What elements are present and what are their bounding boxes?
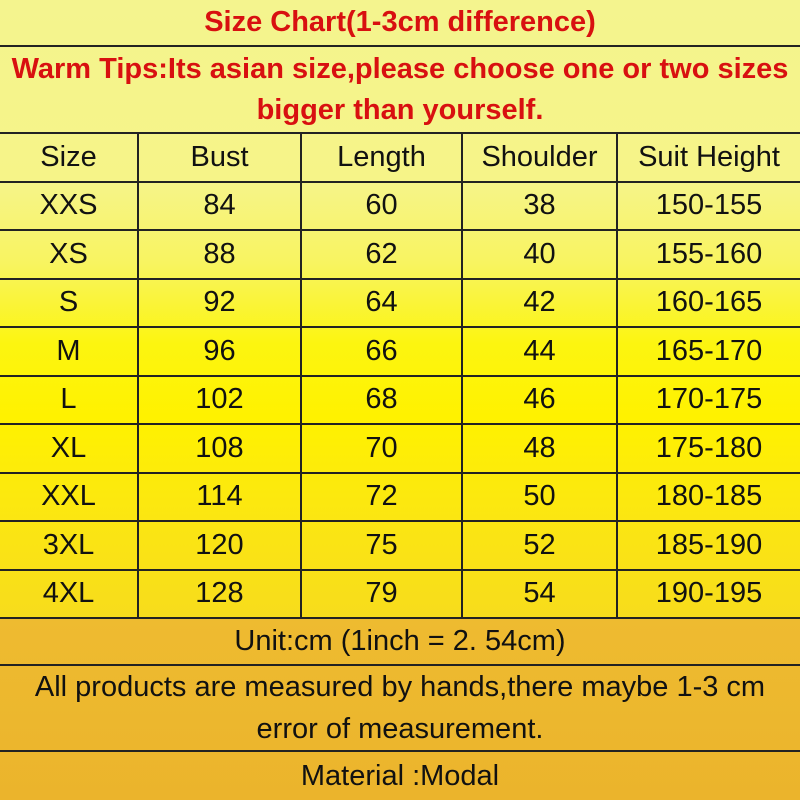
cell-size: S xyxy=(0,279,139,326)
header-length: Length xyxy=(302,134,463,181)
cell-suit-height: 150-155 xyxy=(655,189,763,222)
measurement-note: All products are measured by hands,there… xyxy=(0,666,800,752)
table-row: S 92 64 42 160-165 xyxy=(0,279,800,328)
cell-bust: 108 xyxy=(139,425,302,472)
cell-shoulder: 38 xyxy=(463,182,618,229)
cell-shoulder: 54 xyxy=(463,570,618,617)
cell-shoulder: 52 xyxy=(463,522,618,569)
cell-size: L xyxy=(0,376,139,423)
table-row: L 102 68 46 170-175 xyxy=(0,376,800,425)
cell-suit-height: 185-190 xyxy=(655,528,763,561)
header-shoulder: Shoulder xyxy=(463,134,618,181)
table-row: M 96 66 44 165-170 xyxy=(0,328,800,377)
cell-size: 4XL xyxy=(0,570,139,617)
warm-tips: Warm Tips:Its asian size,please choose o… xyxy=(0,47,800,134)
cell-size: XXS xyxy=(0,182,139,229)
cell-bust: 120 xyxy=(139,522,302,569)
cell-length: 60 xyxy=(302,182,463,229)
cell-length: 64 xyxy=(302,279,463,326)
table-row: XL 108 70 48 175-180 xyxy=(0,425,800,474)
header-size: Size xyxy=(0,134,139,181)
cell-suit-height: 175-180 xyxy=(655,431,763,464)
cell-length: 68 xyxy=(302,376,463,423)
cell-size: XS xyxy=(0,231,139,278)
cell-shoulder: 50 xyxy=(463,473,618,520)
table-row: 4XL 128 79 54 190-195 xyxy=(0,570,800,619)
cell-bust: 92 xyxy=(139,279,302,326)
cell-bust: 96 xyxy=(139,328,302,375)
measurement-note-text: All products are measured by hands,there… xyxy=(34,671,766,745)
cell-suit-height: 155-160 xyxy=(655,237,763,270)
table-header-row: Size Bust Length Shoulder Suit Height xyxy=(0,134,800,183)
table-row: XXS 84 60 38 150-155 xyxy=(0,182,800,231)
cell-bust: 88 xyxy=(139,231,302,278)
unit-note: Unit:cm (1inch = 2. 54cm) xyxy=(0,618,800,666)
cell-length: 62 xyxy=(302,231,463,278)
cell-length: 72 xyxy=(302,473,463,520)
cell-size: XXL xyxy=(0,473,139,520)
chart-title: Size Chart(1-3cm difference) xyxy=(0,0,800,47)
cell-suit-height: 170-175 xyxy=(655,383,763,416)
table-row: 3XL 120 75 52 185-190 xyxy=(0,522,800,571)
cell-suit-height: 165-170 xyxy=(655,334,763,367)
material-note: Material :Modal xyxy=(300,759,500,792)
cell-size: XL xyxy=(0,425,139,472)
cell-suit-height: 180-185 xyxy=(655,480,763,513)
cell-shoulder: 48 xyxy=(463,425,618,472)
cell-bust: 114 xyxy=(139,473,302,520)
cell-length: 70 xyxy=(302,425,463,472)
cell-size: 3XL xyxy=(0,522,139,569)
cell-shoulder: 46 xyxy=(463,376,618,423)
cell-bust: 102 xyxy=(139,376,302,423)
warm-tips-text: Warm Tips:Its asian size,please choose o… xyxy=(11,52,789,126)
cell-shoulder: 44 xyxy=(463,328,618,375)
cell-length: 75 xyxy=(302,522,463,569)
table-row: XS 88 62 40 155-160 xyxy=(0,231,800,280)
table-row: XXL 114 72 50 180-185 xyxy=(0,473,800,522)
cell-bust: 84 xyxy=(139,182,302,229)
size-table: Size Bust Length Shoulder Suit Height XX… xyxy=(0,134,800,619)
header-bust: Bust xyxy=(139,134,302,181)
cell-bust: 128 xyxy=(139,570,302,617)
cell-length: 79 xyxy=(302,570,463,617)
cell-shoulder: 42 xyxy=(463,279,618,326)
cell-suit-height: 160-165 xyxy=(655,286,763,319)
cell-length: 66 xyxy=(302,328,463,375)
cell-shoulder: 40 xyxy=(463,231,618,278)
cell-size: M xyxy=(0,328,139,375)
header-suit-height: Suit Height xyxy=(638,140,780,173)
cell-suit-height: 190-195 xyxy=(655,577,763,610)
